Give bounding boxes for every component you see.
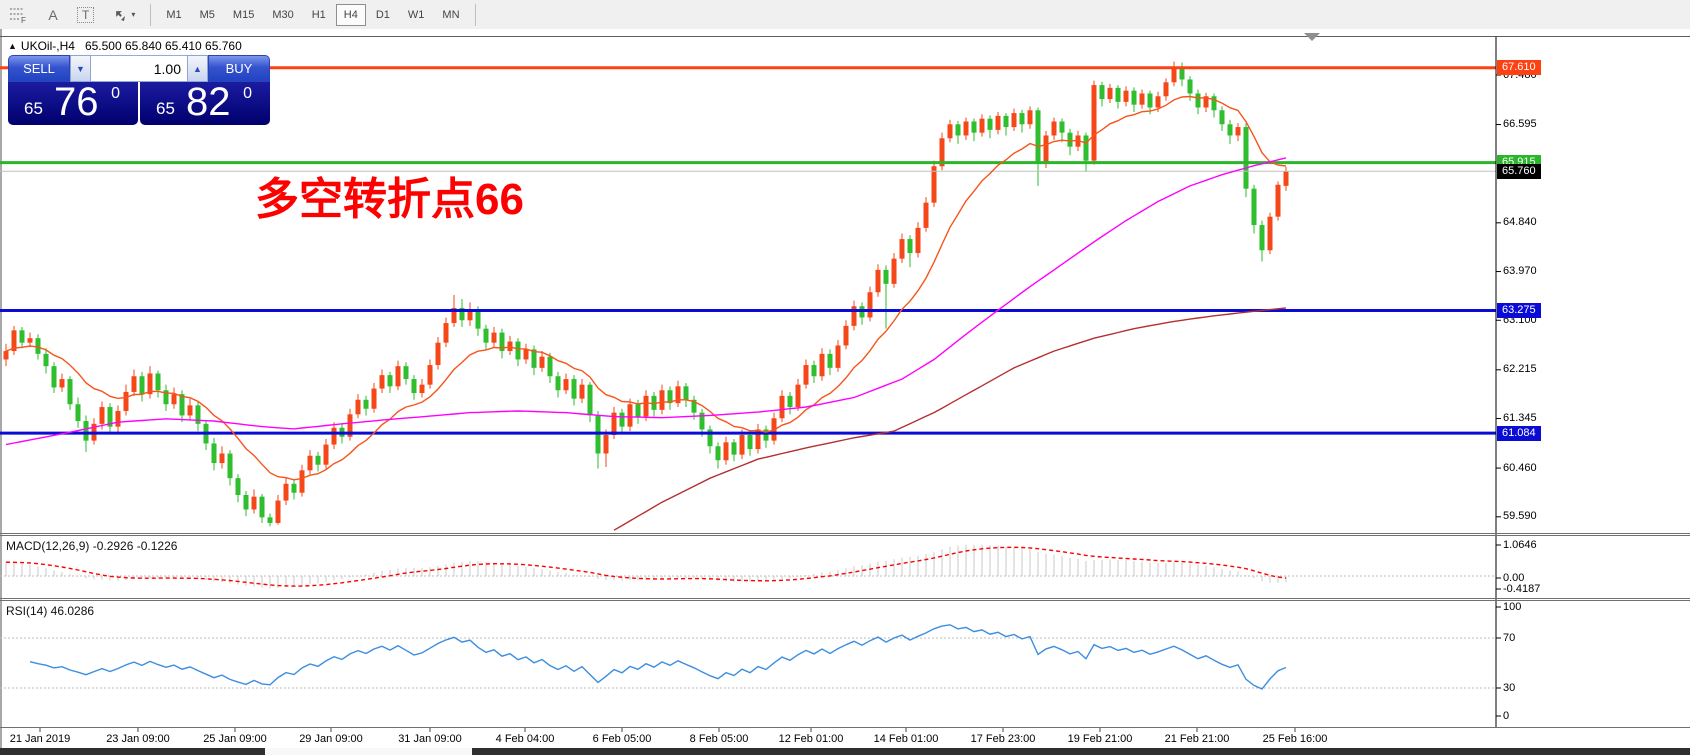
symbol-timeframe-label: UKOil-,H4 [20,39,75,53]
sell-price-prefix: 65 [24,99,43,118]
chevron-down-icon: ▾ [131,10,136,19]
timeframe-button-h4[interactable]: H4 [335,3,366,26]
time-axis-label: 23 Jan 09:00 [106,733,170,745]
time-axis-label: 17 Feb 23:00 [970,733,1036,745]
buy-price-pip: 0 [243,85,252,102]
chart-annotation-text: 多空转折点66 [255,175,524,224]
sell-price-display[interactable]: 65 76 0 [8,80,138,125]
ma-layer [5,95,1287,531]
timeframe-button-m30[interactable]: M30 [264,4,301,26]
volume-input[interactable] [91,55,187,82]
price-tick-label: 62.215 [1503,363,1537,376]
timeframe-button-m5[interactable]: M5 [192,4,223,26]
chart-frame-line [0,36,1690,37]
panel-separator[interactable] [0,535,1690,536]
time-axis-label: 19 Feb 21:00 [1067,733,1133,745]
rsi-indicator-label: RSI(14) 46.0286 [6,604,95,618]
arrows-icon [116,10,126,21]
time-axis-label: 25 Feb 16:00 [1262,733,1328,745]
fibonacci-tool-button[interactable]: F [2,3,36,27]
one-click-collapse-icon[interactable]: ▲ [8,41,17,51]
time-axis-label: 31 Jan 09:00 [398,733,462,745]
timeframe-button-w1[interactable]: W1 [400,4,433,26]
buy-price-display[interactable]: 65 82 0 [140,80,270,125]
price-badge: 65.760 [1497,163,1541,179]
chart-shift-marker-icon[interactable] [1304,33,1320,41]
price-tick-label: 61.345 [1503,412,1537,425]
toolbar-separator [150,3,152,26]
candlestick-layer [3,61,1289,527]
price-badge: 61.084 [1497,425,1541,441]
chart-title: ▲ UKOil-,H4 65.500 65.840 65.410 65.760 [8,39,242,53]
price-badge: 63.275 [1497,302,1541,318]
arrows-tool-button[interactable]: ▾ [105,3,142,27]
macd-indicator-label: MACD(12,26,9) -0.2926 -0.1226 [6,539,178,553]
timeframe-button-m15[interactable]: M15 [225,4,262,26]
bottom-strip-segment [472,748,1690,755]
sell-price-big-digits: 76 [54,80,99,124]
price-tick-label: 60.460 [1503,461,1537,474]
rsi-axis-label: 100 [1503,600,1522,613]
rsi-axis-label: 0 [1503,709,1510,722]
rsi-axis-label: 30 [1503,681,1516,694]
toolbar-separator [474,3,476,26]
buy-price-prefix: 65 [156,99,175,118]
time-axis-label: 14 Feb 01:00 [873,733,939,745]
time-axis-separator [0,727,1690,728]
timeframe-button-h1[interactable]: H1 [304,4,334,26]
buy-price-big-digits: 82 [186,80,231,124]
toolbar: F A T ▾ M1 M5 M15 M30 H1 H4 D1 W1 MN [0,0,1690,30]
rsi-axis-label: 70 [1503,631,1516,644]
macd-axis-label: 0.00 [1503,571,1525,584]
time-axis-label: 29 Jan 09:00 [299,733,363,745]
bottom-strip-segment [0,748,265,755]
text-box-icon: T [77,6,95,23]
bottom-strip-segment [265,748,472,755]
buy-button[interactable]: BUY [208,55,270,82]
volume-increase-button[interactable]: ▲ [187,55,208,82]
time-axis-label: 4 Feb 04:00 [495,733,555,745]
time-axis-label: 6 Feb 05:00 [592,733,652,745]
time-axis-label: 21 Jan 2019 [9,733,71,745]
timeframe-button-d1[interactable]: D1 [368,4,398,26]
price-tick-label: 66.595 [1503,118,1537,131]
svg-text:F: F [21,16,26,24]
panel-separator[interactable] [0,533,1690,534]
macd-axis-label: 1.0646 [1503,538,1537,551]
sell-button[interactable]: SELL [8,55,70,82]
rsi-layer [0,624,1496,690]
price-tick-label: 63.970 [1503,265,1537,278]
price-tick-label: 64.840 [1503,216,1537,229]
text-box-tool-button[interactable]: T [70,3,101,27]
timeframe-button-mn[interactable]: MN [434,4,467,26]
macd-axis-label: -0.4187 [1503,582,1541,595]
time-axis-label: 8 Feb 05:00 [689,733,749,745]
one-click-trading-panel: SELL ▼ ▲ BUY 65 76 0 65 82 0 [8,55,270,125]
chart-area[interactable] [0,29,1690,755]
ohlc-values: 65.500 65.840 65.410 65.760 [84,39,242,53]
hline-layer [0,66,1496,435]
time-axis-label: 21 Feb 21:00 [1164,733,1230,745]
timeframe-button-m1[interactable]: M1 [158,4,189,26]
text-label-tool-button[interactable]: A [40,3,66,27]
timeframe-group: M1 M5 M15 M30 H1 H4 D1 W1 MN [157,3,468,26]
macd-layer [0,544,1496,589]
triangle-down-icon: ▼ [76,63,85,74]
price-badge: 67.610 [1497,60,1541,76]
panel-separator[interactable] [0,598,1690,599]
time-axis-label: 25 Jan 09:00 [203,733,267,745]
price-tick-label: 59.590 [1503,510,1537,523]
panel-separator[interactable] [0,600,1690,601]
time-axis-label: 12 Feb 01:00 [778,733,844,745]
triangle-up-icon: ▲ [193,63,202,74]
sell-price-pip: 0 [111,85,120,102]
volume-decrease-button[interactable]: ▼ [70,55,91,82]
